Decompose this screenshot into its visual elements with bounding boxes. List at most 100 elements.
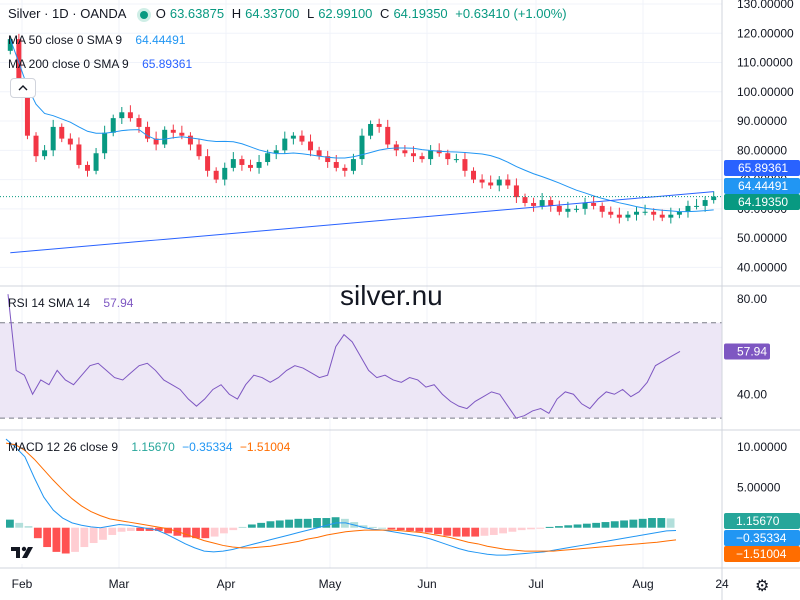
high-label: H — [231, 6, 242, 21]
candle-body — [119, 112, 125, 119]
candle-body — [410, 153, 416, 157]
candle-body — [642, 211, 648, 213]
candle-body — [273, 150, 279, 154]
macd-histogram-bar — [164, 527, 172, 534]
macd-axis-tag — [724, 530, 800, 546]
settings-gear-icon[interactable]: ⚙ — [755, 578, 770, 595]
candle-body — [488, 182, 494, 186]
candle-body — [127, 112, 133, 119]
candle-body — [187, 135, 193, 145]
macd-histogram-bar — [71, 527, 79, 552]
symbol-legend: Silver · 1D · OANDA O 63.63875 H 64.33700 … — [8, 6, 571, 21]
price-tick-label: 40.00000 — [737, 260, 787, 274]
candle-body — [170, 129, 176, 133]
symbol-title[interactable]: Silver · 1D · OANDA — [8, 6, 127, 21]
macd-axis-tag-text: 1.15670 — [736, 514, 780, 528]
candle-body — [599, 205, 605, 212]
candle-body — [591, 202, 597, 206]
macd-histogram-bar — [638, 518, 647, 528]
candle-body — [162, 129, 168, 145]
macd-histogram-bar — [536, 527, 545, 529]
macd-histogram-bar — [182, 527, 191, 538]
macd-histogram-bar — [527, 527, 535, 530]
time-tick-label: May — [319, 577, 342, 591]
price-axis-tag-text: 65.89361 — [738, 161, 788, 175]
ma200-label: MA 200 close 0 SMA 9 — [8, 57, 129, 71]
candle-body — [196, 144, 202, 157]
macd-histogram-bar — [266, 521, 275, 528]
candle-body — [402, 150, 408, 154]
macd-hist-value: 1.15670 — [131, 440, 175, 454]
macd-histogram-bar — [666, 518, 675, 528]
rsi-pane[interactable] — [0, 294, 722, 419]
macd-histogram-bar — [33, 527, 42, 539]
macd-histogram-bar — [126, 527, 135, 531]
macd-histogram-bar — [220, 527, 228, 534]
candle-body — [531, 202, 537, 206]
time-tick-label: Feb — [12, 577, 33, 591]
macd-histogram-bar — [154, 527, 163, 531]
time-tick-label: 24 — [715, 577, 729, 591]
candle-body — [213, 170, 219, 180]
collapse-legend-button[interactable] — [10, 78, 36, 98]
candle-body — [24, 85, 30, 136]
candle-body — [136, 118, 142, 127]
rsi-band — [0, 322, 722, 419]
ma50-line — [9, 38, 714, 213]
rsi-legend[interactable]: RSI 14 SMA 14 57.94 — [8, 296, 137, 310]
candle-body — [59, 126, 65, 139]
macd-histogram-bar — [508, 527, 517, 532]
macd-histogram-bar — [471, 527, 480, 537]
macd-histogram-bar — [452, 527, 461, 537]
candle-body — [436, 150, 442, 154]
candle-body — [325, 156, 331, 163]
macd-axis-tag-text: −0.35334 — [736, 531, 787, 545]
close-label: C — [380, 6, 390, 21]
macd-axis-tag — [724, 513, 800, 529]
price-tick-label: 130.00000 — [737, 0, 794, 11]
candle-body — [222, 167, 228, 180]
price-tick-label: 80.00000 — [737, 143, 787, 157]
ma200-legend[interactable]: MA 200 close 0 SMA 9 65.89361 — [8, 57, 196, 71]
macd-legend[interactable]: MACD 12 26 close 9 1.15670 −0.35334 −1.5… — [8, 440, 294, 454]
price-pane[interactable] — [0, 33, 722, 254]
candle-body — [350, 159, 356, 171]
macd-histogram-bar — [80, 527, 89, 548]
candle-body — [556, 205, 562, 212]
macd-histogram-bar — [555, 526, 563, 528]
macd-pane[interactable] — [5, 438, 677, 556]
candle-body — [342, 167, 348, 171]
macd-histogram-bar — [620, 520, 628, 528]
macd-histogram-bar — [229, 527, 238, 531]
macd-axis-tag-text: −1.51004 — [736, 547, 787, 561]
macd-histogram-bar — [210, 527, 219, 537]
macd-histogram-bar — [43, 527, 52, 548]
time-tick-label: Jun — [417, 577, 436, 591]
macd-histogram-bar — [6, 519, 14, 528]
price-tick-label: 100.00000 — [737, 85, 794, 99]
macd-histogram-bar — [517, 527, 526, 531]
macd-histogram-bar — [629, 519, 638, 528]
rsi-label: RSI 14 SMA 14 — [8, 296, 91, 310]
price-axis-tag — [724, 194, 800, 210]
candle-body — [711, 196, 717, 201]
candle-body — [376, 123, 382, 127]
macd-line — [5, 438, 677, 556]
candle-body — [513, 185, 519, 198]
price-tick-label: 90.00000 — [737, 114, 787, 128]
macd-histogram-bar — [117, 527, 126, 532]
candle-body — [145, 126, 151, 139]
candle-body — [359, 135, 365, 160]
candle-body — [453, 159, 459, 161]
candle-body — [42, 150, 48, 157]
chevron-up-icon — [18, 85, 28, 91]
macd-histogram-bar — [443, 527, 452, 536]
macd-histogram-bar — [434, 527, 442, 535]
open-value: 63.63875 — [169, 6, 225, 21]
candle-body — [316, 150, 322, 157]
ma50-legend[interactable]: MA 50 close 0 SMA 9 64.44491 — [8, 33, 189, 47]
macd-histogram-bar — [294, 518, 303, 528]
tradingview-logo-icon[interactable] — [6, 540, 40, 564]
candle-body — [308, 141, 314, 151]
